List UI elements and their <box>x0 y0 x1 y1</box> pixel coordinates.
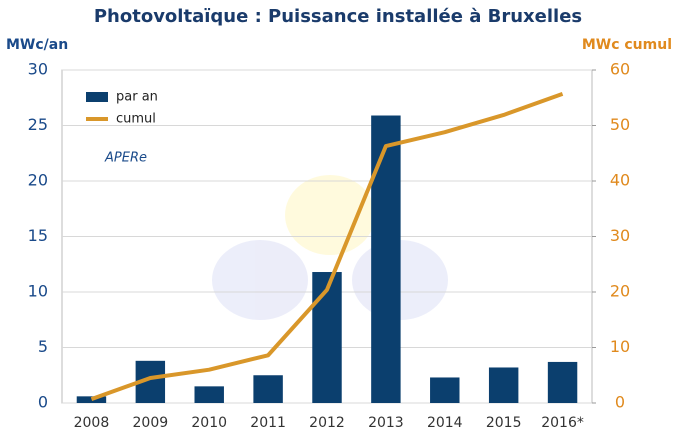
legend-swatch <box>86 92 108 102</box>
y2-axis-label: MWc cumul <box>582 37 672 53</box>
y2-tick-label: 40 <box>610 171 630 190</box>
bar <box>253 375 283 403</box>
y-tick-label: 5 <box>38 337 48 356</box>
x-tick-label: 2012 <box>309 415 345 431</box>
y-tick-label: 10 <box>28 282 48 301</box>
logo: APERe <box>104 151 147 166</box>
y2-tick-label: 0 <box>615 393 625 412</box>
legend-label: par an <box>116 90 158 105</box>
x-tick-label: 2011 <box>250 415 286 431</box>
line <box>90 91 564 401</box>
bar <box>371 115 401 403</box>
y2-tick-label: 60 <box>610 60 630 79</box>
legend-label: cumul <box>116 112 156 127</box>
y-tick-label: 0 <box>38 393 48 412</box>
y-axis-label: MWc/an <box>6 37 68 53</box>
x-tick-label: 2013 <box>368 415 404 431</box>
bar <box>430 377 460 403</box>
x-tick-label: 2014 <box>427 415 463 431</box>
bar <box>312 272 342 403</box>
bar <box>488 367 519 403</box>
x-tick-label: 2008 <box>74 415 110 431</box>
y2-tick-label: 50 <box>610 115 630 134</box>
y-tick-label: 30 <box>28 60 48 79</box>
bar <box>547 361 578 403</box>
bar <box>194 386 224 403</box>
y2-tick-label: 30 <box>610 226 630 245</box>
y-tick-label: 20 <box>28 171 48 190</box>
chart-title: Photovoltaïque : Puissance installée à B… <box>94 6 582 27</box>
y-tick-label: 15 <box>28 226 48 245</box>
y2-tick-label: 20 <box>610 282 630 301</box>
y-tick-label: 25 <box>28 115 48 134</box>
x-tick-label: 2009 <box>133 415 169 431</box>
x-tick-label: 2010 <box>191 415 227 431</box>
y2-tick-label: 10 <box>610 337 630 356</box>
bar <box>76 396 107 403</box>
x-tick-label: 2015 <box>486 415 522 431</box>
x-tick-label: 2016* <box>541 415 584 431</box>
